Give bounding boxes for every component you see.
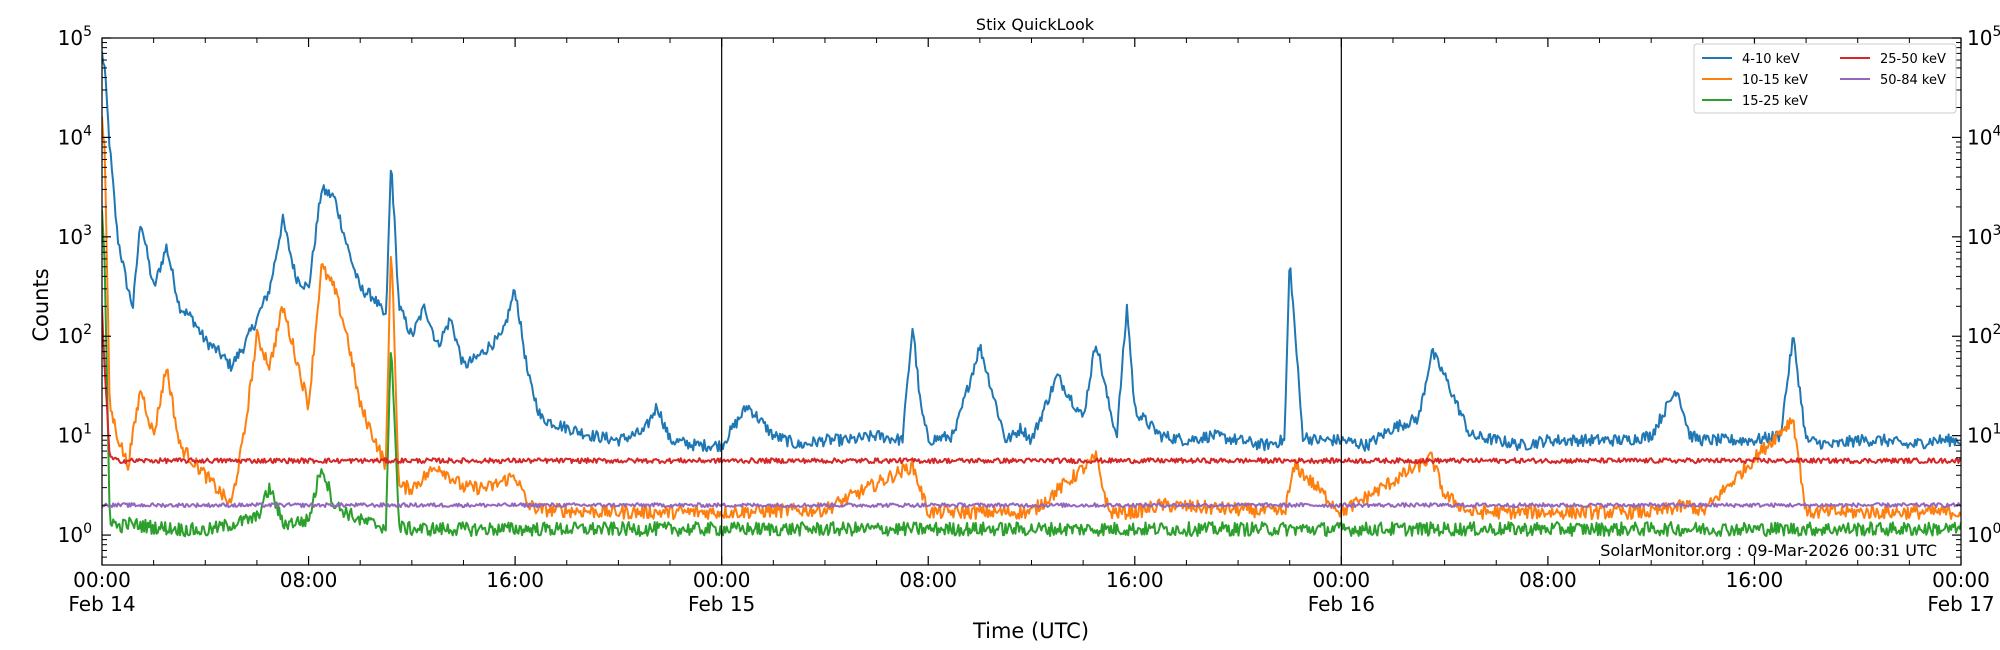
credit-annotation: SolarMonitor.org : 09-Mar-2026 00:31 UTC — [1600, 541, 1937, 560]
series-line-10-15-keV — [102, 116, 1961, 521]
x-tick-date-label: Feb 16 — [1308, 592, 1375, 616]
y-tick-label: 100 — [58, 521, 92, 547]
series-line-50-84-keV — [102, 502, 1961, 509]
series-layer — [102, 51, 1961, 538]
y-tick-label: 102 — [1967, 322, 2000, 348]
x-tick-time-label: 16:00 — [486, 568, 544, 592]
x-tick-time-label: 08:00 — [1519, 568, 1577, 592]
x-tick-time-label: 08:00 — [280, 568, 338, 592]
plot-frame — [101, 37, 1962, 566]
x-tick-time-label: 00:00 — [1932, 568, 1990, 592]
legend-entry-label: 25-50 keV — [1880, 52, 1946, 67]
series-line-25-50-keV — [102, 305, 1961, 465]
y-tick-label: 100 — [1967, 521, 2000, 547]
x-tick-time-label: 00:00 — [73, 568, 131, 592]
legend-entry-label: 15-25 keV — [1742, 94, 1808, 109]
x-tick-time-label: 08:00 — [899, 568, 957, 592]
y-tick-label: 104 — [58, 123, 92, 149]
y-tick-label: 101 — [1967, 422, 2000, 448]
legend-entry-label: 4-10 keV — [1742, 52, 1800, 67]
chart-title: Stix QuickLook — [976, 15, 1095, 34]
y-tick-label: 105 — [1967, 24, 2000, 50]
x-tick-time-label: 00:00 — [1313, 568, 1371, 592]
legend-box — [1693, 43, 1957, 114]
x-tick-date-label: Feb 17 — [1927, 592, 1994, 616]
series-line-4-10-keV — [102, 51, 1961, 453]
x-tick-time-label: 00:00 — [693, 568, 751, 592]
y-axis-label: Counts — [29, 268, 53, 341]
legend-entry-label: 50-84 keV — [1880, 73, 1946, 88]
legend-entry-label: 10-15 keV — [1742, 73, 1808, 88]
y-tick-label: 102 — [58, 322, 92, 348]
y-tick-label: 103 — [58, 223, 92, 249]
day-boundary-lines — [721, 38, 1342, 565]
y-tick-label: 103 — [1967, 223, 2000, 249]
y-tick-label: 101 — [58, 422, 92, 448]
series-line-15-25-keV — [102, 209, 1961, 538]
y-tick-label: 105 — [58, 24, 92, 50]
y-axis-right: 100 101 102 103 104 105 — [1952, 24, 2000, 566]
x-tick-date-label: Feb 14 — [68, 592, 135, 616]
y-tick-label: 104 — [1967, 123, 2000, 149]
legend: 4-10 keV 10-15 keV 15-25 keV 25-50 keV 50-84… — [1693, 43, 1957, 114]
x-tick-time-label: 16:00 — [1726, 568, 1784, 592]
x-axis-label: Time (UTC) — [972, 619, 1089, 643]
y-axis-left: 100 101 102 103 104 105 — [58, 24, 111, 566]
x-tick-time-label: 16:00 — [1106, 568, 1164, 592]
x-tick-date-label: Feb 15 — [688, 592, 755, 616]
